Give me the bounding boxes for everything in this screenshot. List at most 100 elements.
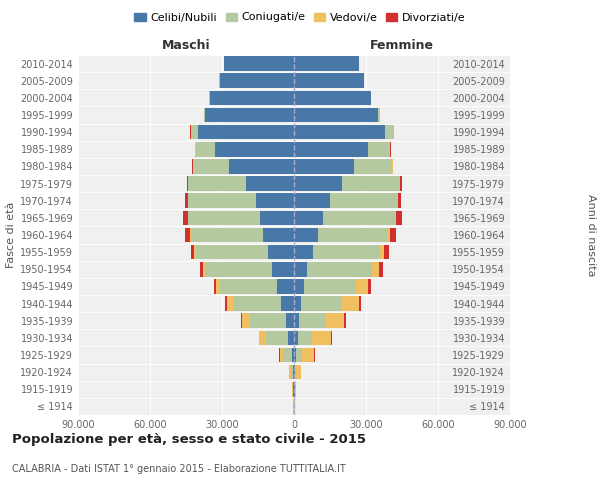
Bar: [299, 314, 325, 328]
Bar: [194, 245, 196, 260]
Bar: [268, 245, 294, 260]
Bar: [220, 74, 294, 88]
Bar: [294, 194, 330, 208]
Legend: Celibi/Nubili, Coniugati/e, Vedovi/e, Divorziati/e: Celibi/Nubili, Coniugati/e, Vedovi/e, Di…: [130, 8, 470, 27]
Bar: [395, 210, 396, 225]
Bar: [294, 176, 342, 191]
Bar: [396, 210, 402, 225]
Bar: [294, 142, 368, 156]
Y-axis label: Fasce di età: Fasce di età: [6, 202, 16, 268]
Bar: [242, 314, 250, 328]
Bar: [204, 108, 205, 122]
Bar: [330, 194, 397, 208]
Bar: [304, 279, 356, 293]
Bar: [294, 210, 323, 225]
Bar: [359, 296, 361, 311]
Bar: [380, 245, 384, 260]
Bar: [389, 228, 395, 242]
Bar: [198, 125, 294, 140]
Bar: [185, 194, 188, 208]
Bar: [356, 279, 368, 293]
Bar: [250, 314, 286, 328]
Bar: [294, 125, 385, 140]
Bar: [294, 262, 307, 276]
Bar: [187, 176, 188, 191]
Bar: [313, 245, 380, 260]
Bar: [388, 228, 389, 242]
Bar: [307, 262, 372, 276]
Bar: [229, 159, 294, 174]
Bar: [325, 314, 344, 328]
Bar: [185, 228, 190, 242]
Bar: [241, 314, 242, 328]
Bar: [294, 348, 296, 362]
Bar: [188, 194, 256, 208]
Bar: [296, 365, 301, 380]
Bar: [294, 365, 295, 380]
Bar: [224, 56, 294, 71]
Bar: [196, 245, 268, 260]
Bar: [260, 210, 294, 225]
Bar: [384, 245, 389, 260]
Bar: [263, 228, 294, 242]
Bar: [293, 382, 294, 396]
Bar: [281, 296, 294, 311]
Bar: [294, 382, 295, 396]
Bar: [210, 90, 294, 105]
Bar: [294, 279, 304, 293]
Bar: [233, 296, 281, 311]
Bar: [215, 142, 294, 156]
Bar: [191, 125, 198, 140]
Text: Anni di nascita: Anni di nascita: [586, 194, 596, 276]
Bar: [288, 330, 294, 345]
Bar: [188, 176, 246, 191]
Bar: [398, 194, 401, 208]
Bar: [368, 142, 390, 156]
Bar: [277, 279, 294, 293]
Bar: [294, 228, 318, 242]
Text: Femmine: Femmine: [370, 38, 434, 52]
Bar: [295, 365, 296, 380]
Bar: [191, 245, 194, 260]
Bar: [293, 365, 294, 380]
Bar: [296, 348, 302, 362]
Bar: [214, 279, 216, 293]
Bar: [203, 262, 205, 276]
Bar: [294, 296, 301, 311]
Bar: [266, 330, 288, 345]
Bar: [183, 210, 188, 225]
Bar: [294, 159, 354, 174]
Text: Maschi: Maschi: [161, 38, 211, 52]
Bar: [196, 142, 215, 156]
Bar: [298, 330, 312, 345]
Bar: [259, 330, 266, 345]
Bar: [193, 159, 229, 174]
Bar: [372, 262, 379, 276]
Bar: [385, 125, 394, 140]
Bar: [205, 262, 272, 276]
Bar: [294, 90, 371, 105]
Bar: [354, 159, 392, 174]
Bar: [225, 296, 227, 311]
Bar: [292, 348, 294, 362]
Bar: [400, 176, 401, 191]
Text: CALABRIA - Dati ISTAT 1° gennaio 2015 - Elaborazione TUTTITALIA.IT: CALABRIA - Dati ISTAT 1° gennaio 2015 - …: [12, 464, 346, 474]
Bar: [289, 365, 291, 380]
Bar: [368, 279, 371, 293]
Bar: [302, 348, 314, 362]
Bar: [192, 159, 193, 174]
Bar: [294, 74, 364, 88]
Bar: [280, 348, 283, 362]
Bar: [286, 314, 294, 328]
Text: Popolazione per età, sesso e stato civile - 2015: Popolazione per età, sesso e stato civil…: [12, 432, 366, 446]
Bar: [295, 382, 296, 396]
Bar: [331, 330, 332, 345]
Bar: [272, 262, 294, 276]
Bar: [378, 108, 379, 122]
Bar: [294, 56, 359, 71]
Bar: [342, 176, 400, 191]
Bar: [205, 108, 294, 122]
Bar: [291, 365, 293, 380]
Bar: [200, 262, 203, 276]
Bar: [344, 314, 346, 328]
